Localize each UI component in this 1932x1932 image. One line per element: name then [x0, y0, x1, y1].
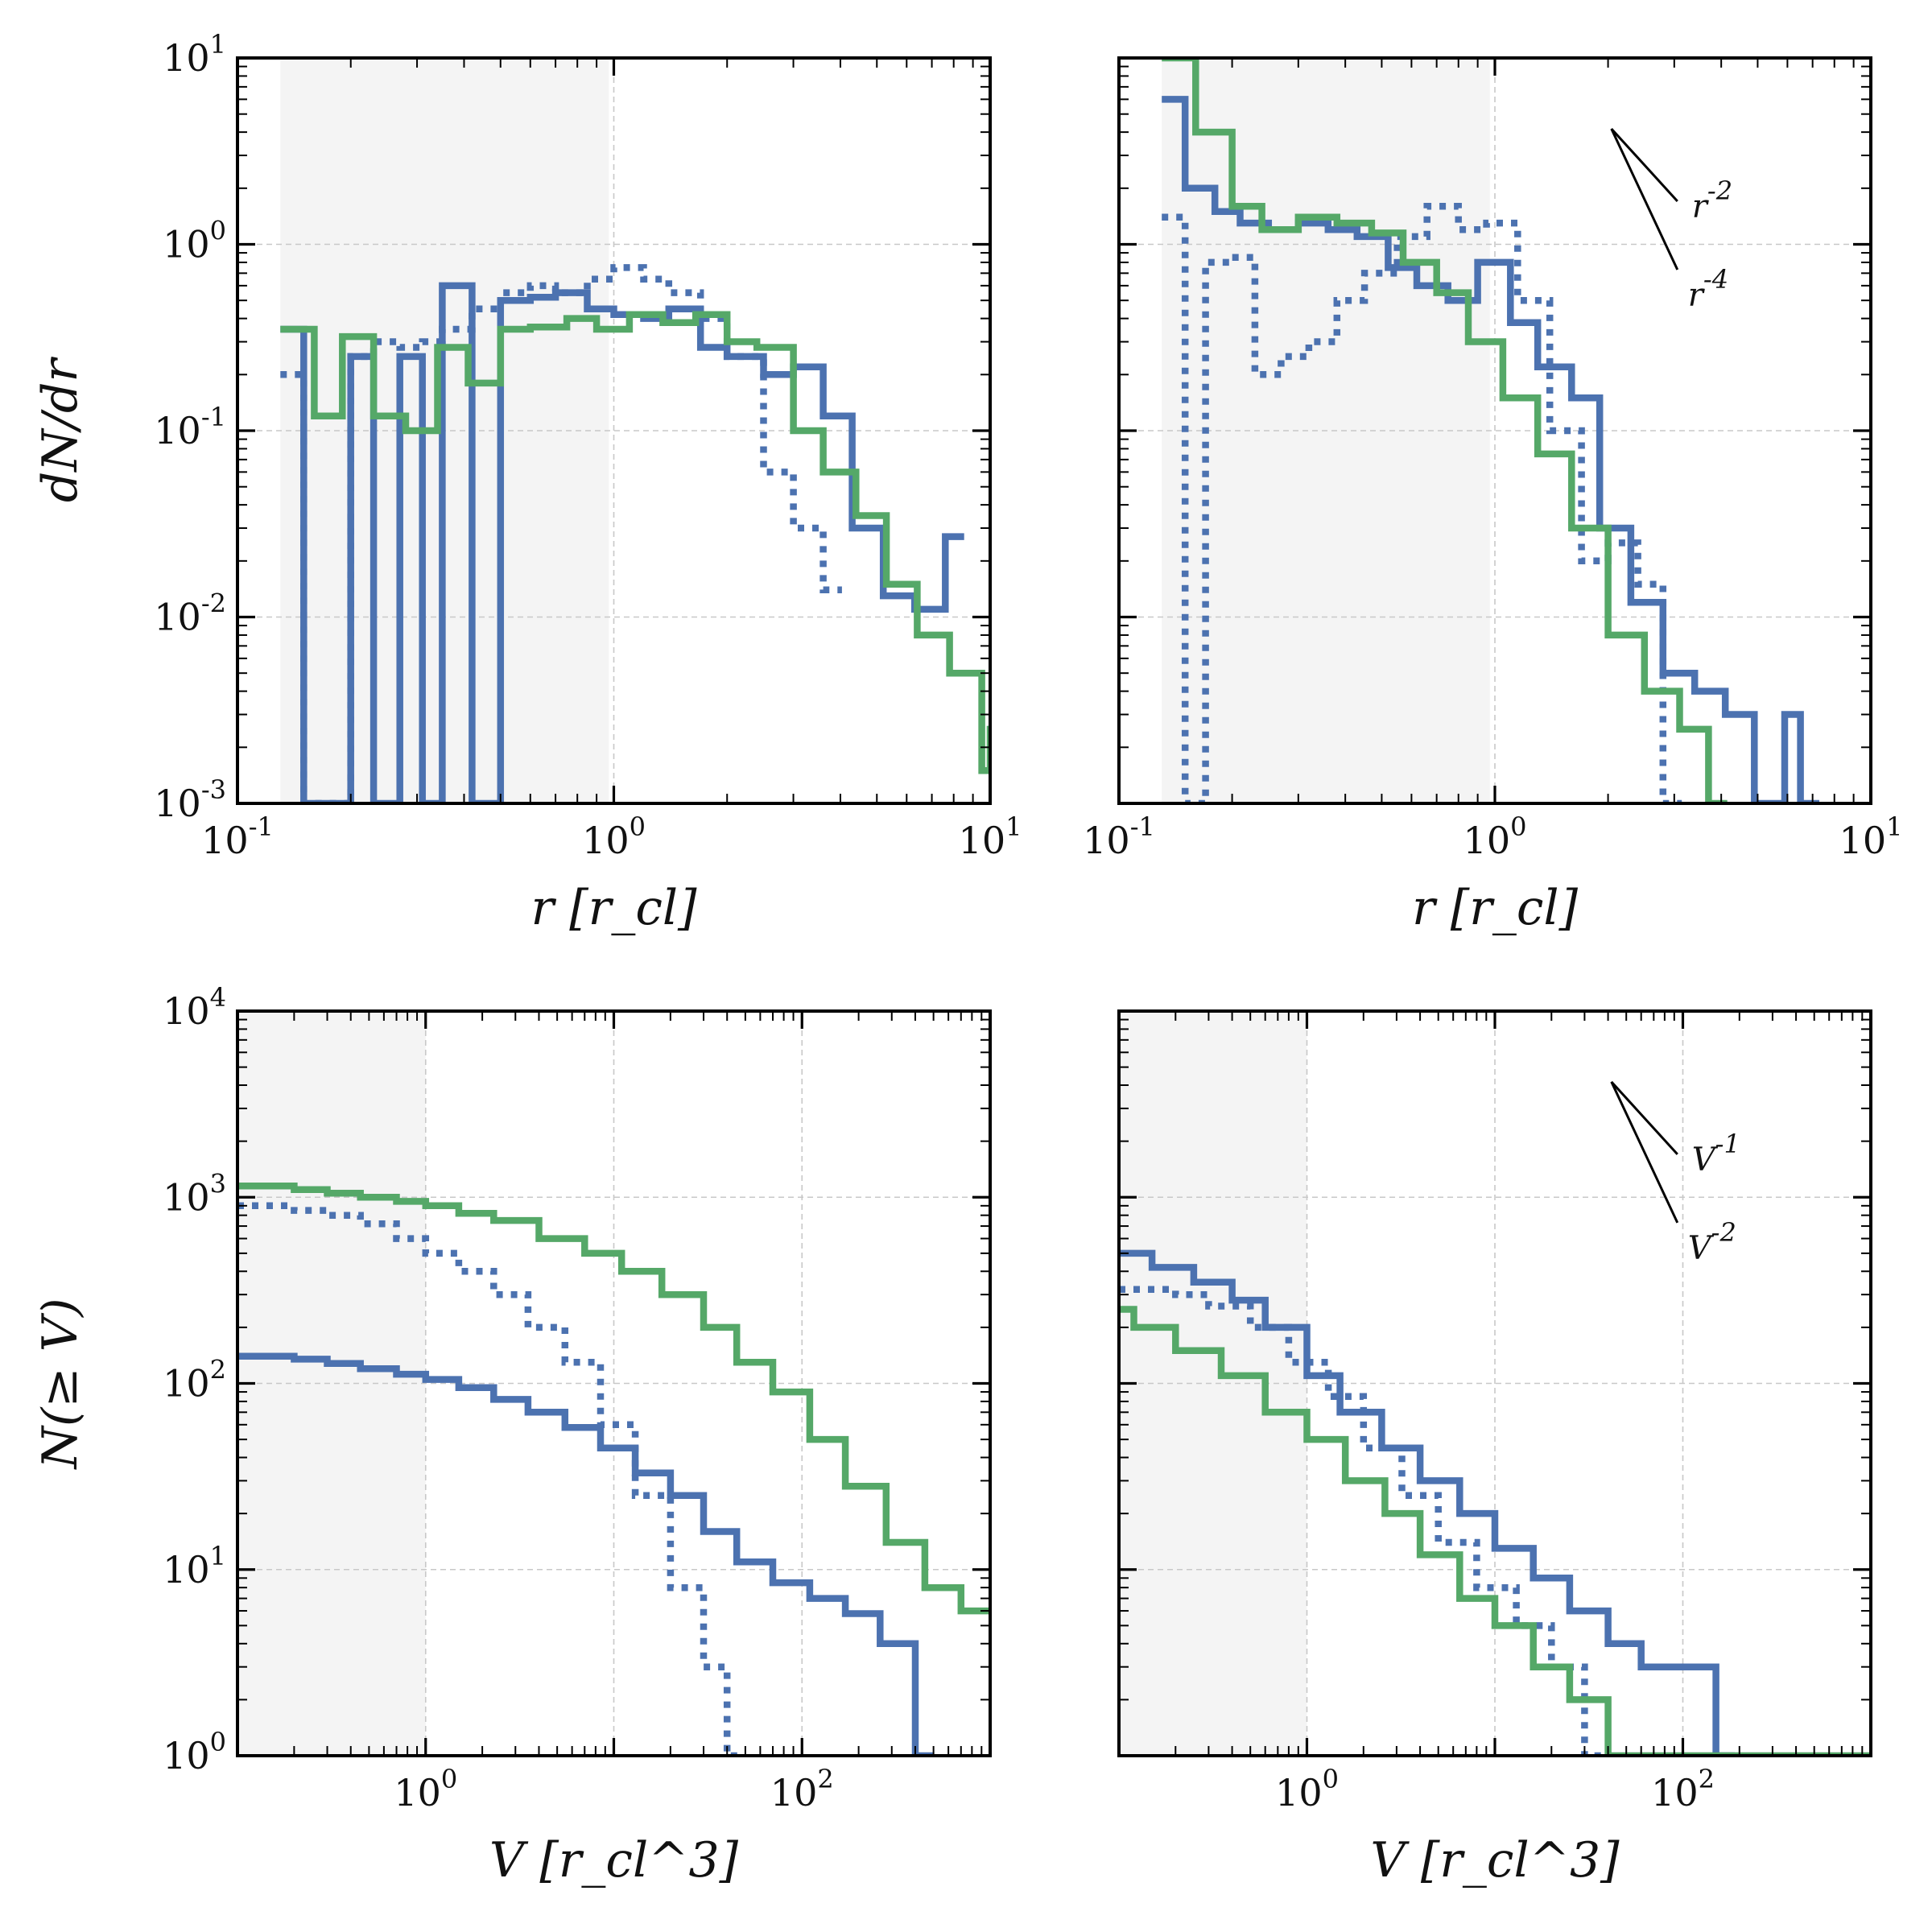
y-tick-label: 100	[163, 216, 226, 266]
panel-bottom-right: 100 102 V [r_cl^3] V-1 V-2	[1117, 1009, 1872, 1889]
axes-frame	[236, 1009, 992, 1757]
slope-label-shallow: V-1	[1692, 1129, 1740, 1179]
axes-frame	[1117, 1009, 1872, 1757]
slope-line-shallow	[1610, 1080, 1678, 1155]
y-tick-label: 103	[163, 1168, 226, 1219]
y-tick-label: 100	[163, 1727, 226, 1777]
panel-bottom-left: 100 102 100 101 102 103 104 V [r_cl^3] N(≥ V)	[32, 982, 992, 1889]
series-green-solid	[1119, 1306, 1871, 1756]
y-axis-label: dN/dr	[32, 357, 89, 503]
slope-label-steep: V-2	[1688, 1217, 1736, 1267]
slope-label-shallow: r-2	[1692, 175, 1732, 225]
x-tick-label: 100	[1463, 811, 1527, 862]
axes-frame	[236, 56, 992, 805]
series-group	[280, 264, 990, 803]
x-tick-label: 102	[1651, 1764, 1715, 1814]
slope-line-shallow	[1610, 127, 1678, 202]
panel-top-left: 10-1 100 101 10-3 10-2 10-1 100 101 r [r_cl] dN/d…	[32, 29, 1022, 936]
slope-line-steep	[1610, 128, 1679, 270]
y-tick-label: 10-1	[154, 402, 226, 452]
x-tick-label: 100	[394, 1764, 457, 1814]
axes-frame	[1117, 56, 1872, 805]
y-tick-label: 102	[163, 1355, 226, 1406]
y-tick-label: 10-2	[154, 588, 226, 639]
y-axis-label: N(≥ V)	[32, 1298, 89, 1471]
series-blue-dotted	[1119, 1286, 1604, 1756]
y-tick-label: 10-3	[154, 774, 226, 825]
series-green-solid	[1162, 58, 1728, 803]
y-tick-label: 104	[163, 982, 226, 1033]
x-tick-label: 10-1	[1083, 811, 1155, 862]
series-green-solid	[237, 1182, 990, 1615]
slope-line-steep	[1610, 1081, 1679, 1224]
series-blue-dotted	[1162, 202, 1682, 803]
x-axis-label: r [r_cl]	[530, 880, 697, 936]
x-tick-label: 101	[959, 811, 1022, 862]
series-group	[1119, 1249, 1871, 1756]
x-tick-label: 10-1	[201, 811, 274, 862]
slope-label-steep: r-4	[1688, 264, 1728, 314]
x-axis-label: V [r_cl^3]	[1370, 1832, 1620, 1889]
x-tick-label: 100	[582, 811, 646, 862]
x-axis-label: r [r_cl]	[1412, 880, 1579, 936]
x-tick-label: 102	[770, 1764, 834, 1814]
series-blue-solid	[1119, 1249, 1735, 1756]
y-tick-label: 101	[163, 29, 226, 80]
series-blue-solid	[237, 1352, 935, 1756]
y-tick-label: 101	[163, 1541, 226, 1591]
series-blue-dotted	[280, 264, 842, 803]
series-group	[237, 1182, 990, 1756]
x-tick-label: 101	[1839, 811, 1903, 862]
x-axis-label: V [r_cl^3]	[489, 1832, 739, 1889]
panel-top-right: 10-1 100 101 r [r_cl] r-2 r-4	[1083, 56, 1903, 936]
series-group	[1162, 58, 1819, 803]
series-blue-solid	[280, 282, 964, 803]
x-tick-label: 100	[1275, 1764, 1339, 1814]
series-green-solid	[280, 311, 990, 774]
